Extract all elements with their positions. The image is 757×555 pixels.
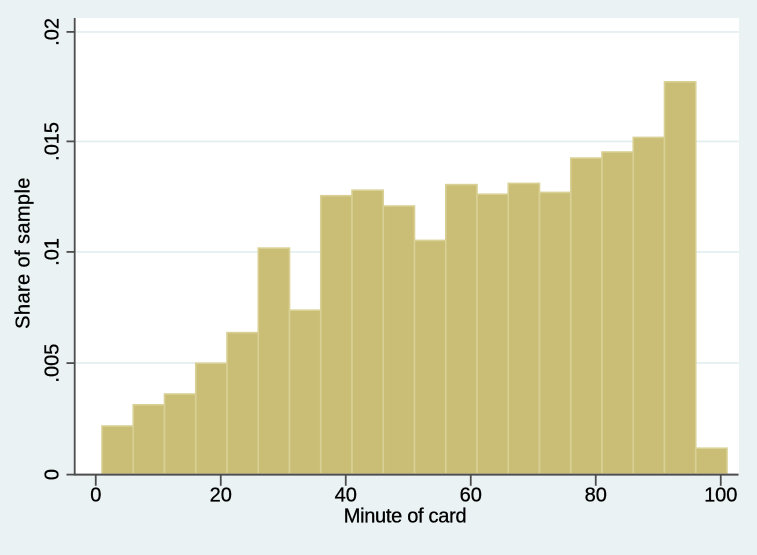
svg-text:60: 60	[460, 485, 482, 507]
svg-text:.01: .01	[42, 238, 64, 266]
svg-text:0: 0	[90, 485, 101, 507]
svg-text:20: 20	[210, 485, 232, 507]
svg-text:.015: .015	[42, 122, 64, 161]
svg-text:80: 80	[585, 485, 607, 507]
svg-text:.005: .005	[42, 344, 64, 383]
svg-text:0: 0	[42, 469, 64, 480]
svg-text:.02: .02	[42, 18, 64, 46]
svg-text:Share of sample: Share of sample	[13, 177, 35, 329]
svg-text:100: 100	[704, 485, 737, 507]
svg-text:Minute of card: Minute of card	[344, 506, 467, 528]
svg-text:40: 40	[335, 485, 357, 507]
